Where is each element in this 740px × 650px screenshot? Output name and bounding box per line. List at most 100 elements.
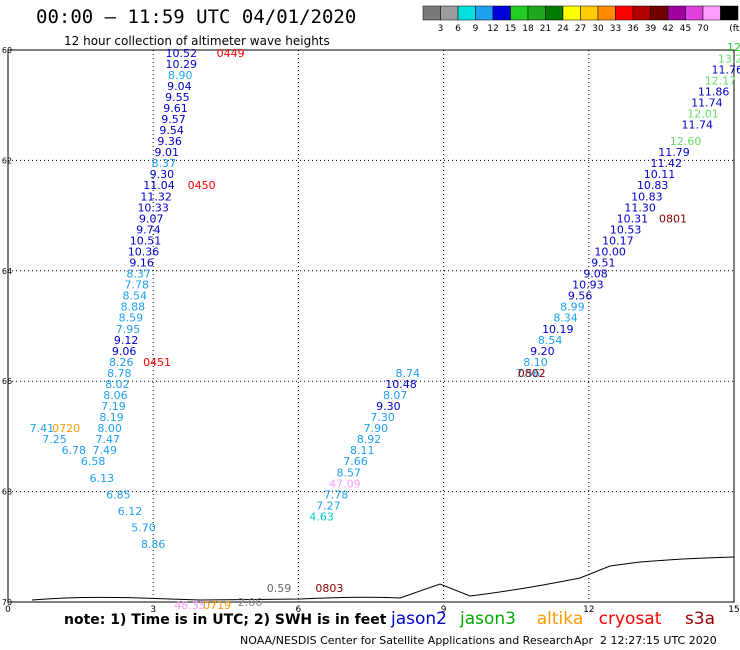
x-tick-label: 3 <box>150 605 156 615</box>
data-label-cryosat: 47.09 <box>329 477 361 490</box>
data-label-jason2: 9.74 <box>136 223 161 236</box>
data-label-jason3: 12.17 <box>705 74 737 87</box>
data-label-jason2: 8.78 <box>107 367 132 380</box>
data-label-jason2: 8.54 <box>123 290 148 303</box>
data-label-s3a: 8.10 <box>523 356 548 369</box>
colorbar-swatch <box>562 5 581 21</box>
data-label-s3a: 10.83 <box>631 190 663 203</box>
colorbar-tick-label: 70 <box>697 24 709 34</box>
data-label-altika: 0719 <box>203 599 231 612</box>
colorbar-tick-label: 27 <box>575 24 586 34</box>
footer-credit: NOAA/NESDIS Center for Satellite Applica… <box>240 634 574 647</box>
data-label-cryosat: 0801 <box>659 212 687 225</box>
data-label-jason2: 9.12 <box>114 334 139 347</box>
data-label-jason2: 9.55 <box>165 91 190 104</box>
data-label-s3a: 8.99 <box>560 301 585 314</box>
data-label-s3a: 10.53 <box>610 223 642 236</box>
data-label-jason3: 12.01 <box>687 107 719 120</box>
data-label-jason2: 7.49 <box>93 444 118 457</box>
data-label-s3a: 11.42 <box>650 157 682 170</box>
data-label-jason2: 7.95 <box>116 323 141 336</box>
colorbar-tick-label: 21 <box>540 24 551 34</box>
data-label-jason2: 7.90 <box>364 422 389 435</box>
data-label-altika: 7.25 <box>42 433 67 446</box>
data-label-jason2: 8.00 <box>97 422 122 435</box>
legend-jason3: jason3 <box>459 609 516 629</box>
data-label-jason2: 7.78 <box>124 279 149 292</box>
colorbar-swatch <box>440 5 459 21</box>
data-label-cryosat: 0449 <box>217 47 245 60</box>
colorbar-tick-label: 9 <box>473 24 479 34</box>
data-label-altika: 6.13 <box>90 472 115 485</box>
data-label-s3a: 10.17 <box>602 234 634 247</box>
data-label-jason2: 10.52 <box>166 47 198 60</box>
data-label-s3a: 10.93 <box>572 279 604 292</box>
data-label-altika: 6.58 <box>81 455 106 468</box>
data-label-jason2: 9.61 <box>163 102 188 115</box>
data-label-s3a: 10.83 <box>637 179 669 192</box>
footer-note: note: 1) Time is in UTC; 2) SWH is in fe… <box>64 612 387 628</box>
x-tick-label: 9 <box>441 605 447 615</box>
colorbar-swatch <box>422 5 441 21</box>
colorbar-tick-label: 33 <box>610 24 621 34</box>
plot-frame <box>7 49 735 603</box>
colorbar-tick-label: 39 <box>645 24 657 34</box>
data-label-altika: 6.78 <box>62 444 87 457</box>
data-label-s3a: 7.56 <box>516 367 541 380</box>
data-label-jason2: 9.16 <box>129 257 154 270</box>
data-label-jason3: 12.60 <box>670 135 702 148</box>
data-label-jason2: 8.59 <box>119 312 144 325</box>
legend-cryosat: cryosat <box>599 609 662 629</box>
data-label-jason2: 9.57 <box>161 113 186 126</box>
data-label-jason3: 13.2 <box>718 52 740 65</box>
data-label-altika: 6.12 <box>118 505 143 518</box>
colorbar-swatch <box>650 5 669 21</box>
colorbar-swatch <box>457 5 476 21</box>
x-tick-label: 6 <box>296 605 302 615</box>
data-label-s3a: 11.74 <box>691 96 723 109</box>
data-label-s3a: 11.79 <box>658 146 690 159</box>
data-label-jason2: 8.37 <box>152 157 177 170</box>
data-label-jason2: 7.27 <box>316 499 341 512</box>
legend-altika: altika <box>537 609 584 629</box>
colorbar-tick-label: 3 <box>438 24 444 34</box>
colorbar-tick-label: 6 <box>455 24 461 34</box>
page-subtitle: 12 hour collection of altimeter wave hei… <box>64 34 330 48</box>
data-label-jason2: 10.36 <box>128 245 160 258</box>
colorbar-swatch <box>580 5 599 21</box>
data-label-jason2: 9.04 <box>167 80 192 93</box>
data-label-cryosat: 0450 <box>188 179 216 192</box>
data-label-jason2: 8.11 <box>350 444 375 457</box>
data-label-jason2: 9.07 <box>139 212 164 225</box>
data-label-jason2: 10.29 <box>166 58 198 71</box>
data-label-jason2: 8.26 <box>109 356 134 369</box>
data-label-cryosat: 2.06 <box>238 596 263 609</box>
data-label-s3a: 9.51 <box>591 257 616 270</box>
page-title: 00:00 – 11:59 UTC 04/01/2020 <box>36 6 357 28</box>
data-label-jason2: 7.30 <box>370 411 395 424</box>
x-tick-label: 12 <box>583 605 594 615</box>
data-label-jason2: 7.78 <box>324 488 349 501</box>
data-label-jason2: 8.92 <box>357 433 382 446</box>
data-label-jason2: 8.07 <box>383 389 408 402</box>
data-label-s3a: 9.20 <box>530 345 555 358</box>
data-label-jason2: 9.30 <box>150 168 175 181</box>
data-label-altika: 5.70 <box>131 521 156 534</box>
x-tick-label: 15 <box>728 605 739 615</box>
data-label-altika: 8.86 <box>141 538 166 551</box>
footer-timestamp: Apr 2 12:27:15 UTC 2020 <box>574 634 717 647</box>
y-tick-label: 64 <box>2 267 12 276</box>
colorbar-swatch <box>597 5 616 21</box>
data-label-jason2: 9.06 <box>112 345 137 358</box>
colorbar-swatch <box>702 5 721 21</box>
data-label-s3a: 8.54 <box>538 334 563 347</box>
y-tick-label: 70 <box>2 598 12 607</box>
data-label-jason2: 8.90 <box>168 69 193 82</box>
data-label-cryosat: 0.59 <box>267 582 292 595</box>
colorbar-swatch <box>475 5 494 21</box>
legend-jason2: jason2 <box>390 609 447 629</box>
y-tick-label: 66 <box>2 377 12 386</box>
data-label-s3a: 9.08 <box>583 268 608 281</box>
